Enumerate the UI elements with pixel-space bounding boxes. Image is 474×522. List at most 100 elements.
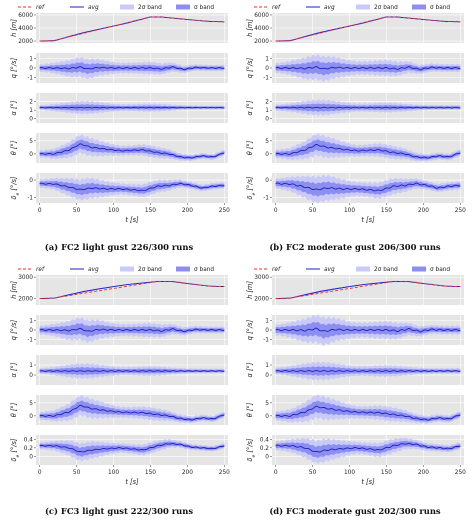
x-axis-label: t [s] bbox=[125, 478, 139, 486]
figure-panel-b: ref avg 2σ band σ band 2000 4000 6000 h [m] -1 0 1… bbox=[240, 2, 470, 234]
y-axis-label: α [°] bbox=[246, 100, 254, 115]
legend-band1-label: σ band bbox=[194, 267, 214, 273]
figure-panel-c: ref avg 2σ band σ band 2000 3000 h [m] -1 0 1 q [°… bbox=[4, 264, 234, 496]
y-axis-label: δe [°/s] bbox=[246, 176, 257, 199]
legend-band1-swatch bbox=[412, 4, 426, 10]
caption-c: (c) FC3 light gust 222/300 runs bbox=[44, 506, 194, 516]
y-tick-label: -1 bbox=[263, 337, 269, 343]
y-tick-label: 0 bbox=[265, 373, 269, 379]
y-tick-label: 0.2 bbox=[24, 446, 34, 452]
series-avg bbox=[275, 66, 461, 71]
caption-b: (b) FC2 moderate gust 206/300 runs bbox=[269, 242, 441, 252]
y-axis-label: δe [°/s] bbox=[246, 438, 257, 461]
y-axis-label: α [°] bbox=[246, 362, 254, 377]
legend-band2-label: 2σ band bbox=[374, 267, 398, 273]
y-tick-label: 6000 bbox=[18, 13, 33, 19]
x-tick-label: 100 bbox=[344, 470, 355, 476]
y-tick-label: 0 bbox=[265, 152, 269, 158]
y-tick-label: 1 bbox=[29, 363, 33, 369]
legend-band1-label: σ band bbox=[430, 267, 450, 273]
x-tick-label: 200 bbox=[418, 208, 429, 214]
series-avg bbox=[39, 106, 225, 109]
y-tick-label: 4000 bbox=[18, 26, 33, 32]
y-tick-label: 0 bbox=[29, 328, 33, 334]
y-tick-label: 0 bbox=[265, 454, 269, 460]
y-axis-label: q [°/s] bbox=[10, 57, 18, 78]
y-tick-label: 6000 bbox=[254, 13, 269, 19]
x-axis-label: t [s] bbox=[361, 216, 375, 224]
subplot-3: 0 5 θ [°] bbox=[246, 394, 464, 425]
y-axis-label: α [°] bbox=[10, 100, 18, 115]
legend-band2-swatch bbox=[356, 266, 370, 272]
y-tick-label: 4000 bbox=[254, 26, 269, 32]
y-tick-label: 0 bbox=[29, 117, 33, 123]
y-tick-label: 0 bbox=[29, 454, 33, 460]
x-tick-label: 150 bbox=[145, 208, 156, 214]
band-1sigma bbox=[39, 139, 225, 160]
legend-band2-label: 2σ band bbox=[138, 5, 162, 11]
subplot-4: 0 0.2 0.4δe [°/s] bbox=[246, 435, 464, 465]
subplot-4: 0 0.2 0.4δe [°/s] bbox=[10, 435, 228, 465]
y-tick-label: 5 bbox=[29, 139, 33, 145]
y-axis-label: θ [°] bbox=[246, 402, 254, 417]
legend-band1-swatch bbox=[176, 4, 190, 10]
legend-band1-label: σ band bbox=[194, 5, 214, 11]
series-avg bbox=[39, 327, 225, 333]
series-avg bbox=[275, 442, 461, 453]
subplot-2: 0 1 2 α [°] bbox=[246, 93, 464, 123]
x-tick-label: 250 bbox=[219, 470, 230, 476]
y-tick-label: 2 bbox=[29, 100, 33, 106]
y-axis-label: q [°/s] bbox=[10, 319, 18, 340]
subplot-3: 0 5 θ [°] bbox=[10, 395, 228, 425]
series-avg bbox=[39, 442, 225, 453]
band-1sigma bbox=[39, 400, 225, 422]
x-tick-label: 250 bbox=[219, 208, 230, 214]
x-tick-label: 200 bbox=[418, 470, 429, 476]
y-axis-label: δe [°/s] bbox=[10, 176, 21, 199]
x-tick-label: 50 bbox=[73, 208, 81, 214]
legend-band1-label: σ band bbox=[430, 5, 450, 11]
caption-d: (d) FC3 moderate gust 202/300 runs bbox=[269, 506, 441, 516]
y-tick-label: 0.2 bbox=[260, 446, 270, 452]
y-tick-label: 0 bbox=[29, 66, 33, 72]
series-avg bbox=[39, 182, 225, 192]
plot-background bbox=[36, 275, 228, 305]
x-tick-label: 50 bbox=[309, 470, 317, 476]
subplot-1: -1 0 1 q [°/s] bbox=[10, 315, 228, 345]
x-tick-label: 100 bbox=[344, 208, 355, 214]
y-tick-label: 5 bbox=[265, 139, 269, 145]
legend-band1-swatch bbox=[176, 266, 190, 272]
x-tick-label: 200 bbox=[182, 208, 193, 214]
y-tick-label: 2000 bbox=[18, 39, 33, 45]
y-tick-label: 0 bbox=[265, 328, 269, 334]
y-axis-label: α [°] bbox=[10, 362, 18, 377]
y-tick-label: -1 bbox=[263, 196, 269, 202]
series-avg bbox=[275, 405, 461, 421]
subplot-2: 0 1 α [°] bbox=[246, 355, 464, 385]
y-tick-label: 5 bbox=[29, 401, 33, 407]
y-axis-label: q [°/s] bbox=[246, 319, 254, 340]
x-tick-label: 50 bbox=[309, 208, 317, 214]
subplot-1: -1 0 1 q [°/s] bbox=[246, 53, 464, 83]
series-avg bbox=[275, 144, 461, 159]
caption-a: (a) FC2 light gust 226/300 runs bbox=[44, 242, 194, 252]
legend-band2-label: 2σ band bbox=[138, 267, 162, 273]
legend-avg-label: avg bbox=[88, 5, 99, 11]
y-tick-label: 0.4 bbox=[260, 437, 270, 443]
y-axis-label: θ [°] bbox=[246, 140, 254, 155]
legend-avg-label: avg bbox=[88, 267, 99, 273]
legend-ref-label: ref bbox=[36, 5, 45, 11]
x-tick-label: 0 bbox=[274, 208, 278, 214]
subplot-1: -1 0 1 q [°/s] bbox=[10, 53, 228, 83]
y-tick-label: 2000 bbox=[254, 297, 269, 303]
y-tick-label: 1 bbox=[265, 319, 269, 325]
x-tick-label: 100 bbox=[108, 470, 119, 476]
series-avg bbox=[39, 370, 225, 372]
y-tick-label: 1 bbox=[265, 57, 269, 63]
